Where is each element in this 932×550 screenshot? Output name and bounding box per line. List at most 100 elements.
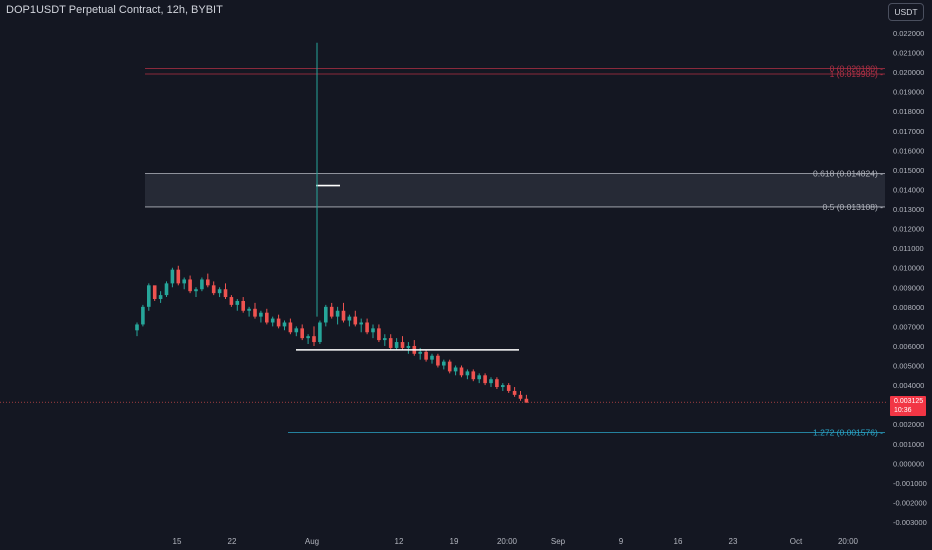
candle-body	[483, 375, 487, 384]
y-tick-label: 0.013000	[893, 205, 924, 214]
y-tick-label: 0.014000	[893, 185, 924, 194]
candle-body	[152, 285, 157, 300]
fib-lines: 0 (0.020180) -1 (0.019905) - 0.618 (0.014…	[145, 64, 885, 437]
candle-body	[147, 285, 151, 307]
y-tick-label: 0.007000	[893, 322, 924, 331]
x-tick-label: 22	[228, 537, 237, 546]
candle-body	[265, 312, 269, 323]
last-price-value: 0.003125	[894, 398, 924, 405]
candle-body	[518, 394, 523, 399]
candle-body	[270, 318, 275, 323]
candle-body	[241, 300, 245, 311]
candle-body	[388, 338, 393, 348]
candle-body	[459, 367, 464, 376]
candle-body	[453, 367, 458, 372]
candle-body	[312, 336, 316, 343]
y-tick-label: 0.012000	[893, 225, 924, 234]
y-tick-label: 0.022000	[893, 29, 924, 38]
x-tick-label: Oct	[790, 537, 803, 546]
y-tick-label: 0.017000	[893, 127, 924, 136]
candle-body	[524, 398, 529, 403]
candle-body	[377, 328, 381, 341]
candle-body	[501, 385, 505, 388]
y-tick-label: 0.018000	[893, 107, 924, 116]
candle-body	[259, 312, 263, 317]
fib-zone	[145, 173, 885, 207]
candle-body	[329, 306, 334, 317]
x-tick-label: 19	[450, 537, 459, 546]
overlay	[0, 42, 888, 403]
candle-body	[442, 361, 446, 366]
fib-zone-band	[145, 173, 885, 207]
fib-label: 0 (0.020180) -	[830, 64, 884, 74]
candle-countdown: 10:36	[894, 407, 912, 414]
candle-body	[347, 316, 352, 321]
candle-body	[489, 379, 493, 384]
candle-body	[318, 322, 322, 343]
candle-body	[471, 371, 476, 380]
candle-body	[194, 289, 198, 292]
candle-body	[253, 308, 257, 317]
y-tick-label: 0.005000	[893, 362, 924, 371]
y-tick-label: 0.019000	[893, 88, 924, 97]
x-tick-label: 20:00	[838, 537, 859, 546]
candle-body	[353, 316, 358, 325]
x-tick-label: 16	[674, 537, 683, 546]
currency-button[interactable]: USDT	[888, 3, 924, 21]
candle-body	[282, 322, 287, 327]
candle-body	[365, 322, 369, 333]
candle-body	[135, 324, 139, 331]
x-tick-label: Sep	[551, 537, 566, 546]
fib-label: 1 (0.019905) -	[830, 69, 884, 79]
candle-body	[229, 297, 234, 305]
candle-body	[276, 318, 281, 327]
y-tick-label: 0.011000	[893, 244, 924, 253]
candle-body	[406, 345, 411, 348]
x-tick-label: 12	[395, 537, 404, 546]
candle-body	[306, 336, 310, 339]
candle-body	[335, 310, 340, 317]
candle-body	[200, 279, 204, 290]
candle-body	[294, 328, 299, 333]
x-axis: 15 22 Aug 12 19 20:00 Sep 9 16 23 Oct 20:00	[173, 537, 859, 546]
candle-body	[141, 306, 145, 325]
chart-title: DOP1USDT Perpetual Contract, 12h, BYBIT	[6, 4, 223, 16]
y-tick-label: -0.001000	[893, 479, 927, 488]
candle-body	[170, 269, 175, 284]
y-tick-label: 0.016000	[893, 146, 924, 155]
fib-label: 1.272 (0.001576) -	[813, 427, 883, 437]
last-price-tag: 0.003125 10:36	[890, 396, 926, 416]
fib-label: 0.5 (0.013108) -	[823, 202, 884, 212]
candle-body	[300, 328, 304, 339]
candle-body	[383, 338, 387, 341]
candle-body	[211, 285, 216, 294]
candle-body	[223, 289, 228, 298]
candle-body	[477, 375, 481, 380]
y-tick-label: 0.010000	[893, 264, 924, 273]
y-tick-label: 0.009000	[893, 283, 924, 292]
y-tick-label: 0.002000	[893, 420, 924, 429]
candle-body	[436, 355, 440, 366]
candle-body	[235, 300, 240, 305]
candles	[135, 265, 529, 403]
x-tick-label: 20:00	[497, 537, 518, 546]
candle-body	[247, 308, 251, 311]
candle-body	[206, 279, 210, 286]
candle-body	[447, 361, 452, 372]
candle-body	[188, 279, 192, 292]
x-tick-label: Aug	[305, 537, 319, 546]
candle-body	[506, 385, 511, 391]
candle-body	[324, 306, 328, 323]
candle-body	[418, 351, 422, 354]
x-tick-label: 15	[173, 537, 182, 546]
y-tick-label: 0.001000	[893, 440, 924, 449]
candle-body	[182, 279, 186, 284]
y-tick-label: 0.021000	[893, 49, 924, 58]
y-tick-label: 0.015000	[893, 166, 924, 175]
x-tick-label: 9	[619, 537, 624, 546]
candle-body	[371, 328, 375, 333]
candle-body	[164, 283, 169, 296]
candle-body	[217, 289, 222, 294]
candle-body	[424, 351, 428, 360]
